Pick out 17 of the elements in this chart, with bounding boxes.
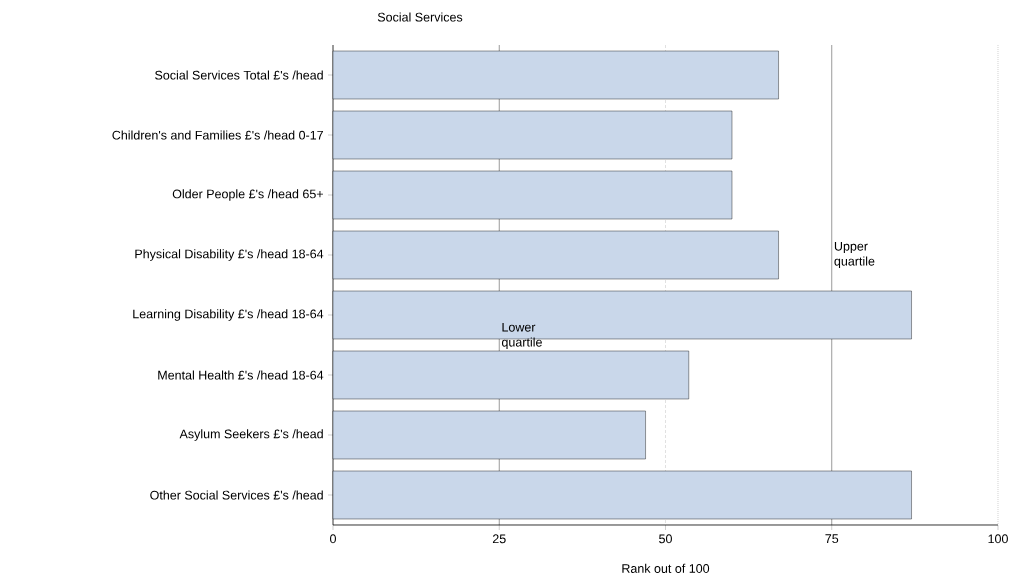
- x-axis-title: Rank out of 100: [622, 563, 710, 573]
- y-tick-label: Mental Health £'s /head 18-64: [158, 370, 324, 380]
- chart-title: Social Services: [377, 12, 463, 22]
- x-tick-label: 25: [492, 534, 506, 544]
- x-tick-label: 100: [988, 534, 1008, 544]
- y-tick-label: Children's and Families £'s /head 0-17: [112, 130, 323, 140]
- y-tick-label: Physical Disability £'s /head 18-64: [135, 249, 324, 261]
- x-tick-label: 50: [659, 534, 672, 544]
- x-tick-label: 0: [330, 534, 336, 544]
- ref-line-label: Lower quartile: [501, 322, 542, 350]
- y-tick-label: Older People £'s /head 65+: [172, 189, 323, 201]
- x-tick-label: 75: [825, 534, 839, 544]
- y-tick-label: Social Services Total £'s /head: [155, 70, 323, 80]
- y-tick-label: Other Social Services £'s /head: [150, 490, 323, 500]
- y-tick-label: Learning Disability £'s /head 18-64: [133, 309, 324, 321]
- ref-line-label: Upper quartile: [834, 241, 875, 269]
- y-tick-label: Asylum Seekers £'s /head: [179, 429, 323, 441]
